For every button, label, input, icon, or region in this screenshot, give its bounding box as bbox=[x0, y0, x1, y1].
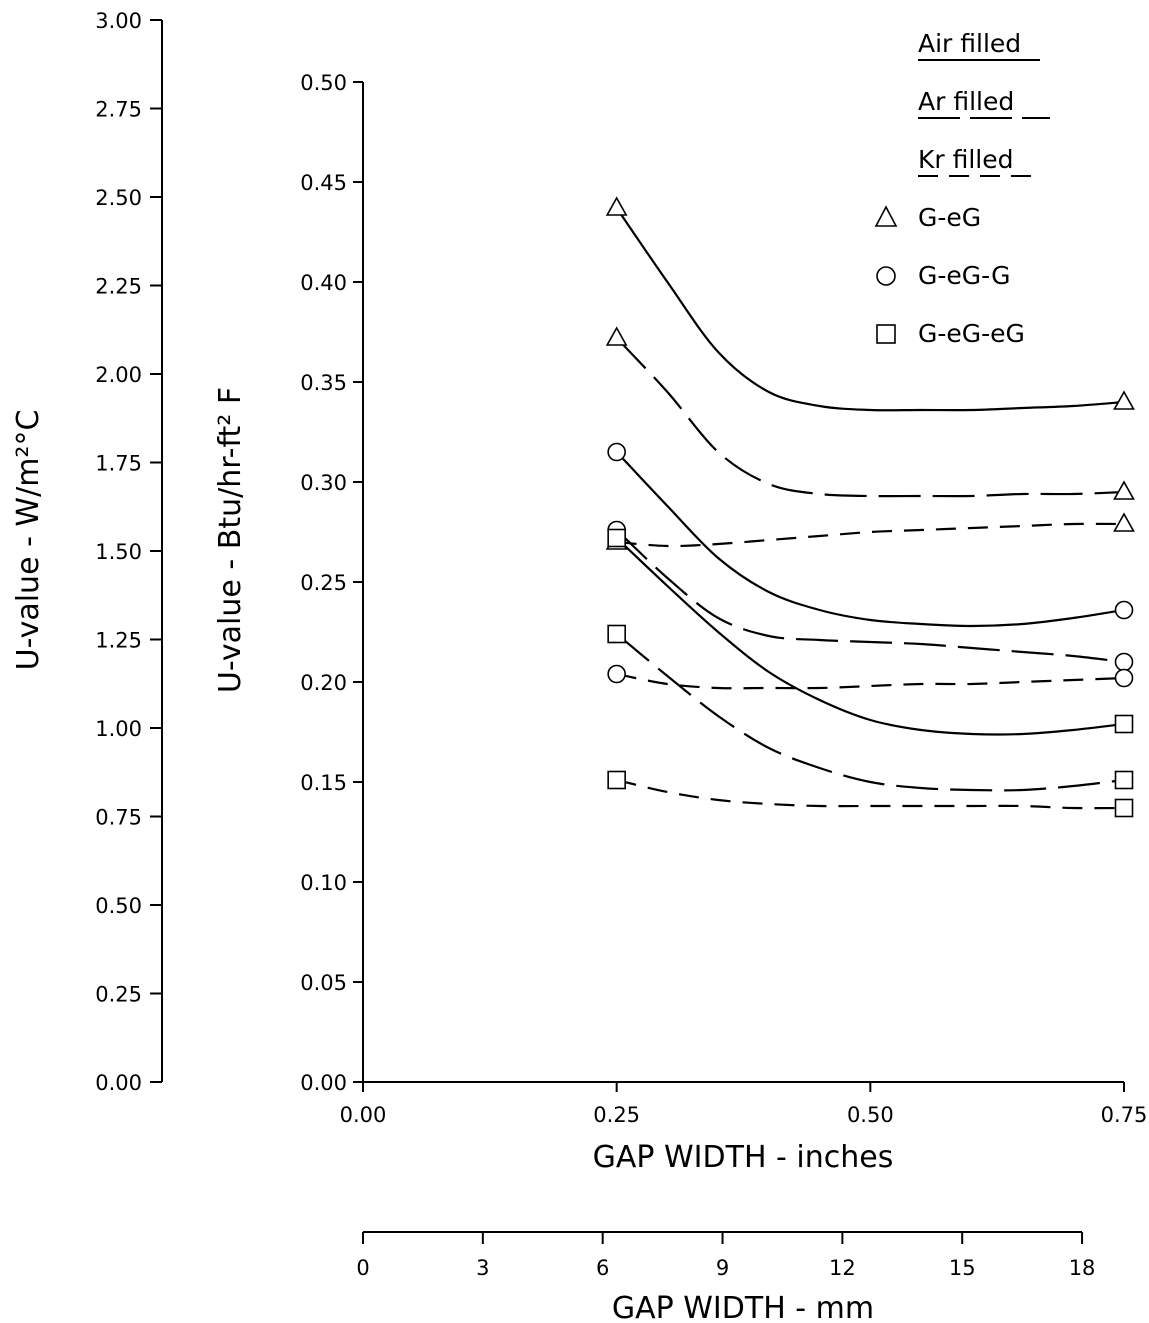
series-line-g-eg-eg-ar bbox=[615, 633, 1125, 792]
circle-marker-icon bbox=[876, 266, 896, 286]
secondary-x-tick-label: 0 bbox=[356, 1256, 369, 1280]
y-tick-label: 0.20 bbox=[300, 671, 347, 695]
data-point-g-eg-ar bbox=[605, 326, 628, 346]
primary-axes: 0.00 0.05 0.10 0.15 0.20 0.25 0.30 0.35 0.40 0.45… bbox=[300, 71, 1147, 1127]
secondary-y-tick-label: 1.25 bbox=[95, 629, 142, 653]
y-tick-label: 0.40 bbox=[300, 271, 347, 295]
data-point-g-eg-g-ar bbox=[1114, 652, 1134, 672]
data-point-g-eg-g-air bbox=[607, 442, 626, 462]
primary-y-axis-title: U-value - Btu/hr-ft² F bbox=[213, 387, 248, 693]
secondary-y-axis-title: U-value - W/m²°C bbox=[11, 410, 46, 671]
legend-label-ar: Ar filled bbox=[918, 87, 1014, 116]
secondary-y-tick-label: 3.00 bbox=[95, 9, 142, 33]
primary-y-ticks: 0.00 0.05 0.10 0.15 0.20 0.25 0.30 0.35 0.40 0.45… bbox=[300, 71, 363, 1095]
series-line-g-eg-ar bbox=[615, 337, 1125, 498]
y-tick-label: 0.50 bbox=[300, 71, 347, 95]
x-tick-label: 0.50 bbox=[847, 1103, 894, 1127]
primary-x-ticks: 0.00 0.25 0.50 0.75 bbox=[340, 1082, 1148, 1127]
secondary-x-axis: 0 3 6 9 12 15 18 bbox=[356, 1231, 1095, 1280]
triangle-marker-icon bbox=[874, 205, 898, 227]
series-line-g-eg-g-ar bbox=[615, 529, 1125, 664]
legend-marker-g-eg-eg: G-eG-eG bbox=[876, 319, 1025, 348]
secondary-y-ticks: 0.00 0.25 0.50 0.75 1.00 1.25 1.50 1.75 2.00 2.25… bbox=[95, 9, 162, 1095]
data-point-g-eg-eg-ar bbox=[607, 624, 626, 644]
secondary-y-tick-label: 1.00 bbox=[95, 717, 142, 741]
legend-label-g-eg: G-eG bbox=[918, 203, 981, 232]
secondary-x-tick-label: 6 bbox=[596, 1256, 609, 1280]
data-point-g-eg-kr bbox=[1113, 512, 1135, 532]
legend-label-kr: Kr filled bbox=[918, 145, 1014, 174]
legend-fill-air: Air filled bbox=[918, 29, 1040, 61]
legend-label-g-eg-eg: G-eG-eG bbox=[918, 319, 1025, 348]
data-point-g-eg-eg-kr bbox=[607, 770, 626, 790]
secondary-y-tick-label: 1.75 bbox=[95, 452, 142, 476]
y-tick-label: 0.45 bbox=[300, 171, 347, 195]
data-point-g-eg-eg-kr bbox=[1114, 798, 1134, 818]
y-tick-label: 0.15 bbox=[300, 771, 347, 795]
y-tick-label: 0.10 bbox=[300, 871, 347, 895]
data-point-g-eg-air bbox=[1113, 390, 1135, 410]
series-line-g-eg-g-air bbox=[615, 451, 1125, 628]
secondary-y-tick-label: 1.50 bbox=[95, 540, 142, 564]
x-tick-label: 0.75 bbox=[1101, 1103, 1148, 1127]
secondary-x-tick-label: 15 bbox=[949, 1256, 976, 1280]
series-line-g-eg-g-kr bbox=[616, 672, 1125, 690]
data-point-g-eg-ar bbox=[1113, 480, 1135, 500]
data-point-g-eg-eg-air bbox=[1114, 714, 1134, 734]
data-point-g-eg-air bbox=[605, 196, 628, 216]
secondary-y-tick-label: 2.25 bbox=[95, 275, 142, 299]
secondary-y-axis: 0.00 0.25 0.50 0.75 1.00 1.25 1.50 1.75 2.00 2.25… bbox=[95, 9, 163, 1095]
primary-x-axis-title: GAP WIDTH - inches bbox=[593, 1140, 894, 1175]
legend-label-air: Air filled bbox=[918, 29, 1021, 58]
data-point-g-eg-eg-ar bbox=[1114, 770, 1134, 790]
data-point-g-eg-g-air bbox=[1114, 600, 1134, 620]
series-line-g-eg-kr bbox=[616, 522, 1125, 548]
series-line-g-eg-air bbox=[615, 207, 1125, 412]
y-tick-label: 0.05 bbox=[300, 971, 347, 995]
secondary-y-tick-label: 0.75 bbox=[95, 806, 142, 830]
secondary-y-tick-label: 0.25 bbox=[95, 983, 142, 1007]
series-layer bbox=[605, 196, 1135, 818]
legend-fill-ar: Ar filled bbox=[918, 87, 1050, 119]
secondary-x-tick-label: 18 bbox=[1069, 1256, 1096, 1280]
secondary-y-tick-label: 2.50 bbox=[95, 186, 142, 210]
y-tick-label: 0.35 bbox=[300, 371, 347, 395]
secondary-y-tick-label: 0.00 bbox=[95, 1071, 142, 1095]
data-point-g-eg-eg-air bbox=[607, 528, 626, 548]
secondary-x-tick-label: 9 bbox=[716, 1256, 729, 1280]
secondary-x-tick-label: 12 bbox=[829, 1256, 856, 1280]
secondary-x-ticks: 0 3 6 9 12 15 18 bbox=[356, 1232, 1095, 1280]
x-tick-label: 0.25 bbox=[593, 1103, 640, 1127]
secondary-y-tick-label: 0.50 bbox=[95, 894, 142, 918]
legend-marker-g-eg-g: G-eG-G bbox=[876, 261, 1010, 290]
y-tick-label: 0.00 bbox=[300, 1071, 347, 1095]
data-point-g-eg-g-kr bbox=[1114, 668, 1134, 688]
legend: Air filled Ar filled Kr filled G-eG G-eG… bbox=[874, 29, 1050, 348]
x-tick-label: 0.00 bbox=[340, 1103, 387, 1127]
y-tick-label: 0.25 bbox=[300, 571, 347, 595]
series-line-g-eg-eg-air bbox=[615, 537, 1125, 736]
legend-marker-g-eg: G-eG bbox=[874, 203, 981, 232]
secondary-x-tick-label: 3 bbox=[476, 1256, 489, 1280]
secondary-y-tick-label: 2.00 bbox=[95, 363, 142, 387]
series-line-g-eg-eg-kr bbox=[616, 778, 1125, 810]
secondary-y-tick-label: 2.75 bbox=[95, 98, 142, 122]
square-marker-icon bbox=[876, 324, 896, 344]
data-point-g-eg-g-kr bbox=[607, 664, 626, 684]
y-tick-label: 0.30 bbox=[300, 471, 347, 495]
secondary-x-axis-title: GAP WIDTH - mm bbox=[612, 1291, 874, 1323]
legend-label-g-eg-g: G-eG-G bbox=[918, 261, 1010, 290]
legend-fill-kr: Kr filled bbox=[918, 145, 1034, 177]
